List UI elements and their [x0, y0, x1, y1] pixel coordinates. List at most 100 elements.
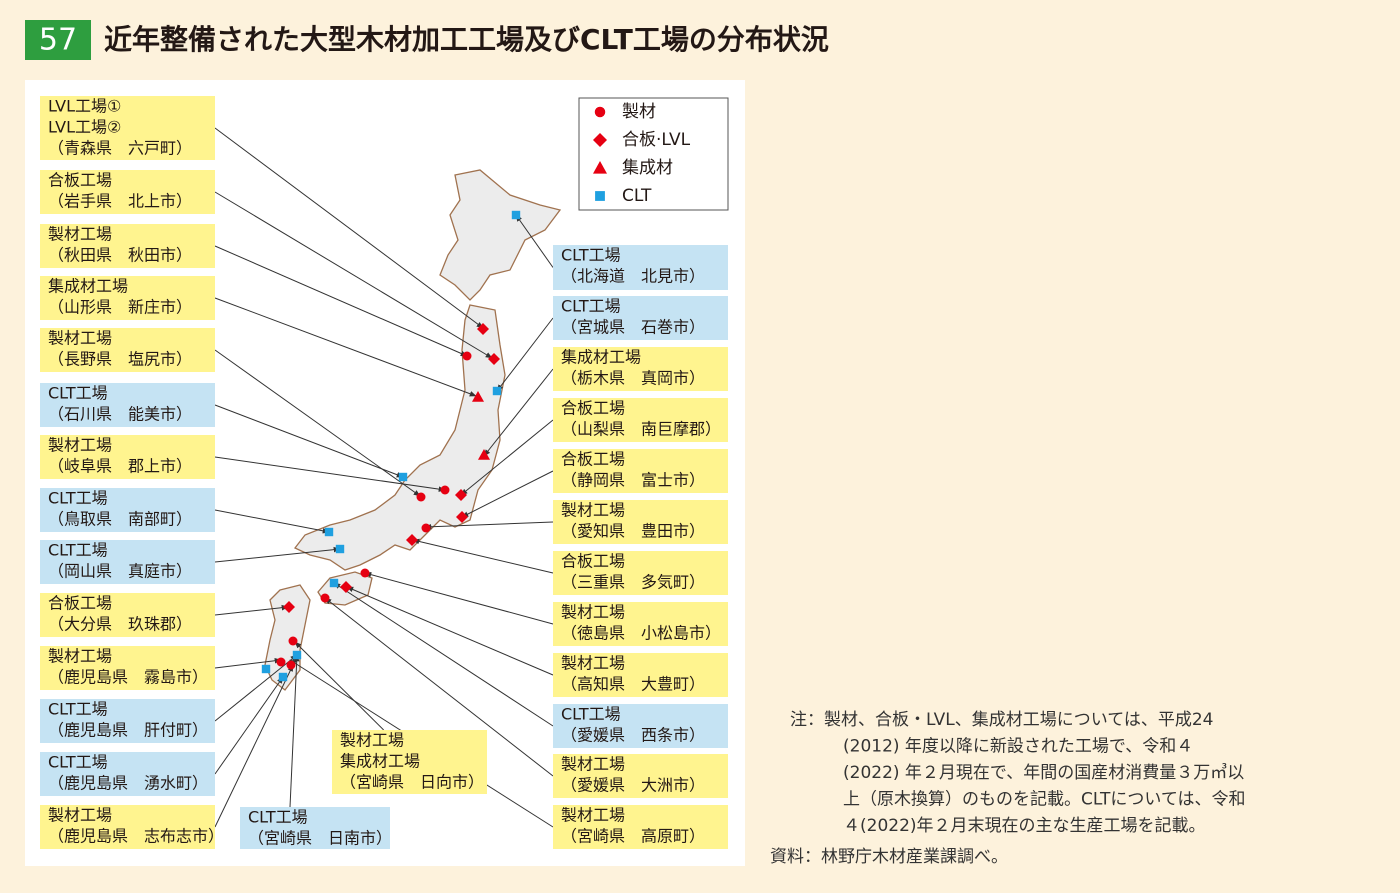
- note-line: ４(2022)年２月末現在の主な生産工場を記載。: [843, 816, 1206, 836]
- leader-arrow: [515, 214, 554, 268]
- leader-arrow: [214, 297, 477, 397]
- marker-circle: [286, 660, 296, 670]
- label-text: （北海道 北見市）: [561, 267, 705, 286]
- label-text: （宮城県 石巻市）: [561, 318, 705, 337]
- marker-circle: [360, 568, 370, 578]
- label-text: （鹿児島県 霧島市）: [48, 668, 208, 687]
- label-text: CLT工場: [48, 541, 108, 560]
- marker-diamond: [488, 353, 500, 365]
- label-text: （静岡県 富士市）: [561, 471, 705, 490]
- leader-arrow: [214, 191, 493, 359]
- leader-arrow: [289, 654, 300, 808]
- label-text: （宮崎県 高原町）: [561, 827, 705, 846]
- label-box: [40, 646, 215, 690]
- label-box: [40, 593, 215, 637]
- label-text: （愛媛県 西条市）: [561, 726, 705, 745]
- marker-triangle: [478, 449, 490, 460]
- marker-circle: [416, 492, 426, 502]
- marker-circle: [440, 485, 450, 495]
- label-text: （宮崎県 日南市）: [248, 829, 392, 848]
- label-text: LVL工場②: [48, 118, 121, 137]
- marker-square: [324, 527, 334, 537]
- marker-diamond: [593, 133, 607, 147]
- label-text: （青森県 六戸町）: [48, 139, 192, 158]
- note-line: 上（原木換算）のものを記載。CLTについては、令和: [843, 790, 1246, 810]
- label-box: [553, 602, 728, 646]
- label-text: （岩手県 北上市）: [48, 192, 192, 211]
- leader-arrow: [214, 245, 468, 357]
- label-box: [40, 276, 215, 320]
- marker-square: [261, 664, 271, 674]
- label-text: （高知県 大豊町）: [561, 675, 705, 694]
- marker-circle: [421, 523, 431, 533]
- leader-arrow: [460, 419, 554, 496]
- label-text: 製材工場: [48, 225, 112, 244]
- label-text: 合板工場: [48, 594, 112, 613]
- label-text: 合板工場: [561, 552, 625, 571]
- legend-label: 合板·LVL: [622, 130, 691, 150]
- label-box: [553, 398, 728, 442]
- label-text: （鹿児島県 湧水町）: [48, 774, 208, 793]
- note-line: (2012) 年度以降に新設された工場で、令和４: [843, 737, 1193, 757]
- label-text: 集成材工場: [340, 752, 420, 771]
- label-text: （秋田県 秋田市）: [48, 246, 192, 265]
- label-box: [332, 730, 487, 794]
- marker-circle: [594, 106, 606, 118]
- label-text: 製材工場: [561, 755, 625, 774]
- label-text: CLT工場: [561, 246, 621, 265]
- legend-label: 製材: [622, 102, 656, 122]
- label-text: （鹿児島県 志布志市）: [48, 827, 224, 846]
- note-line: (2022) 年２月現在で、年間の国産材消費量３万㎥以: [843, 763, 1244, 783]
- label-text: （石川県 能美市）: [48, 405, 192, 424]
- label-box: [240, 807, 390, 849]
- label-box: [553, 296, 728, 340]
- marker-triangle: [472, 391, 484, 402]
- marker-circle: [462, 351, 472, 361]
- label-text: （徳島県 小松島市）: [561, 624, 721, 643]
- label-text: 合板工場: [561, 399, 625, 418]
- label-text: （鳥取県 南部町）: [48, 510, 192, 529]
- label-text: LVL工場①: [48, 97, 121, 116]
- label-box: [40, 170, 215, 214]
- label-box: [40, 805, 215, 849]
- label-text: 製材工場: [48, 806, 112, 825]
- marker-diamond: [406, 534, 418, 546]
- label-text: （愛知県 豊田市）: [561, 522, 705, 541]
- marker-square: [492, 386, 502, 396]
- label-box: [40, 699, 215, 743]
- leader-arrow: [496, 317, 554, 392]
- label-text: CLT工場: [48, 700, 108, 719]
- leader-arrow: [214, 654, 298, 722]
- label-box: [40, 96, 215, 160]
- marker-diamond: [456, 511, 468, 523]
- label-text: CLT工場: [48, 489, 108, 508]
- label-text: 製材工場: [561, 654, 625, 673]
- leader-arrow: [214, 604, 289, 616]
- leader-arrow: [214, 509, 330, 534]
- marker-diamond: [340, 581, 352, 593]
- leader-arrow: [333, 582, 554, 727]
- label-box: [40, 540, 215, 584]
- label-text: 製材工場: [340, 731, 404, 750]
- label-text: CLT工場: [561, 705, 621, 724]
- label-text: 集成材工場: [48, 277, 128, 296]
- title: 近年整備された大型木材加工工場及びCLT工場の分布状況: [104, 23, 829, 56]
- marker-diamond: [283, 601, 295, 613]
- leader-arrow: [346, 586, 554, 676]
- label-box: [40, 435, 215, 479]
- label-text: 合板工場: [48, 171, 112, 190]
- number-badge: [25, 20, 91, 60]
- label-box: [40, 488, 215, 532]
- label-box: [553, 805, 728, 849]
- label-text: （宮崎県 日向市）: [340, 773, 484, 792]
- hokkaido: [439, 169, 562, 301]
- marker-square: [278, 672, 288, 682]
- marker-square: [398, 472, 408, 482]
- label-box: [553, 704, 728, 748]
- label-text: （栃木県 真岡市）: [561, 369, 705, 388]
- marker-circle: [276, 657, 286, 667]
- label-text: 製材工場: [48, 436, 112, 455]
- leader-arrow: [214, 546, 341, 563]
- leader-arrow: [214, 676, 284, 775]
